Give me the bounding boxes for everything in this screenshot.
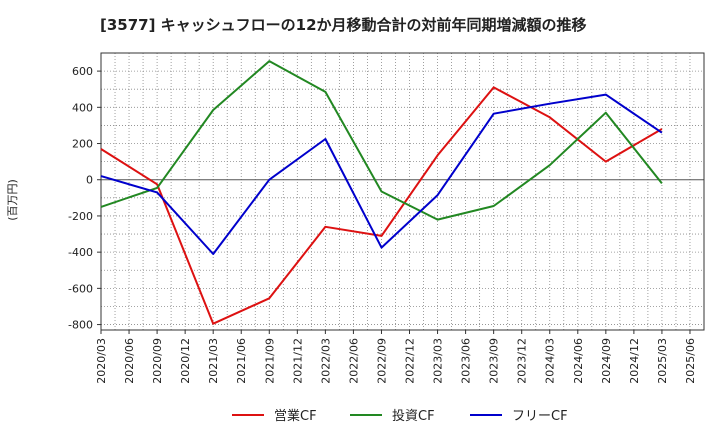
x-tick-label: 2021/03 [207, 338, 220, 384]
y-tick-labels: 600 400 200 0 -200 -400 -600 -800 [68, 65, 101, 332]
x-tick-labels: 2020/03 2020/06 2020/09 2020/12 2021/03 2021/… [95, 330, 697, 384]
y-axis-label: (百万円) [6, 179, 19, 221]
x-tick-label: 2021/12 [291, 338, 304, 384]
y-tick-label: -800 [68, 319, 93, 332]
series-line-営業CF [100, 86, 663, 325]
legend-label: フリーCF [512, 409, 568, 424]
legend-label: 営業CF [274, 408, 317, 424]
x-tick-label: 2022/12 [404, 338, 417, 384]
series-lines [100, 60, 663, 325]
x-tick-label: 2021/06 [235, 338, 248, 384]
x-tick-label: 2023/06 [460, 338, 473, 384]
x-tick-label: 2025/06 [684, 338, 697, 384]
y-tick-label: 600 [72, 65, 93, 78]
x-tick-label: 2020/12 [179, 338, 192, 384]
series-line-フリーCF [100, 93, 663, 255]
x-tick-label: 2023/09 [488, 338, 501, 384]
grid-lines [101, 53, 704, 330]
x-tick-label: 2021/09 [263, 338, 276, 384]
y-tick-label: 400 [72, 101, 93, 114]
x-tick-label: 2022/06 [347, 338, 360, 384]
x-tick-label: 2025/03 [656, 338, 669, 384]
x-tick-label: 2024/09 [600, 338, 613, 384]
y-tick-label: -600 [68, 282, 93, 295]
x-tick-label: 2022/09 [375, 338, 388, 384]
x-tick-label: 2024/03 [544, 338, 557, 384]
plot-border [100, 52, 705, 331]
x-tick-label: 2022/03 [319, 338, 332, 384]
x-tick-label: 2024/12 [628, 338, 641, 384]
x-tick-label: 2020/03 [95, 338, 108, 384]
x-tick-label: 2023/12 [516, 338, 529, 384]
x-tick-label: 2023/03 [432, 338, 445, 384]
x-tick-label: 2024/06 [572, 338, 585, 384]
y-tick-label: 200 [72, 138, 93, 151]
x-tick-label: 2020/09 [151, 338, 164, 384]
y-tick-label: -400 [68, 246, 93, 259]
series-line-投資CF [100, 60, 663, 221]
plot-area [101, 53, 704, 330]
chart-title: [3577] キャッシュフローの12か月移動合計の対前年同期増減額の推移 [100, 16, 587, 34]
legend: 営業CF 投資CF フリーCF [232, 408, 568, 424]
axes [100, 52, 705, 331]
x-tick-label: 2020/06 [123, 338, 136, 384]
y-tick-label: 0 [86, 174, 93, 187]
y-tick-label: -200 [68, 210, 93, 223]
legend-label: 投資CF [392, 408, 435, 424]
